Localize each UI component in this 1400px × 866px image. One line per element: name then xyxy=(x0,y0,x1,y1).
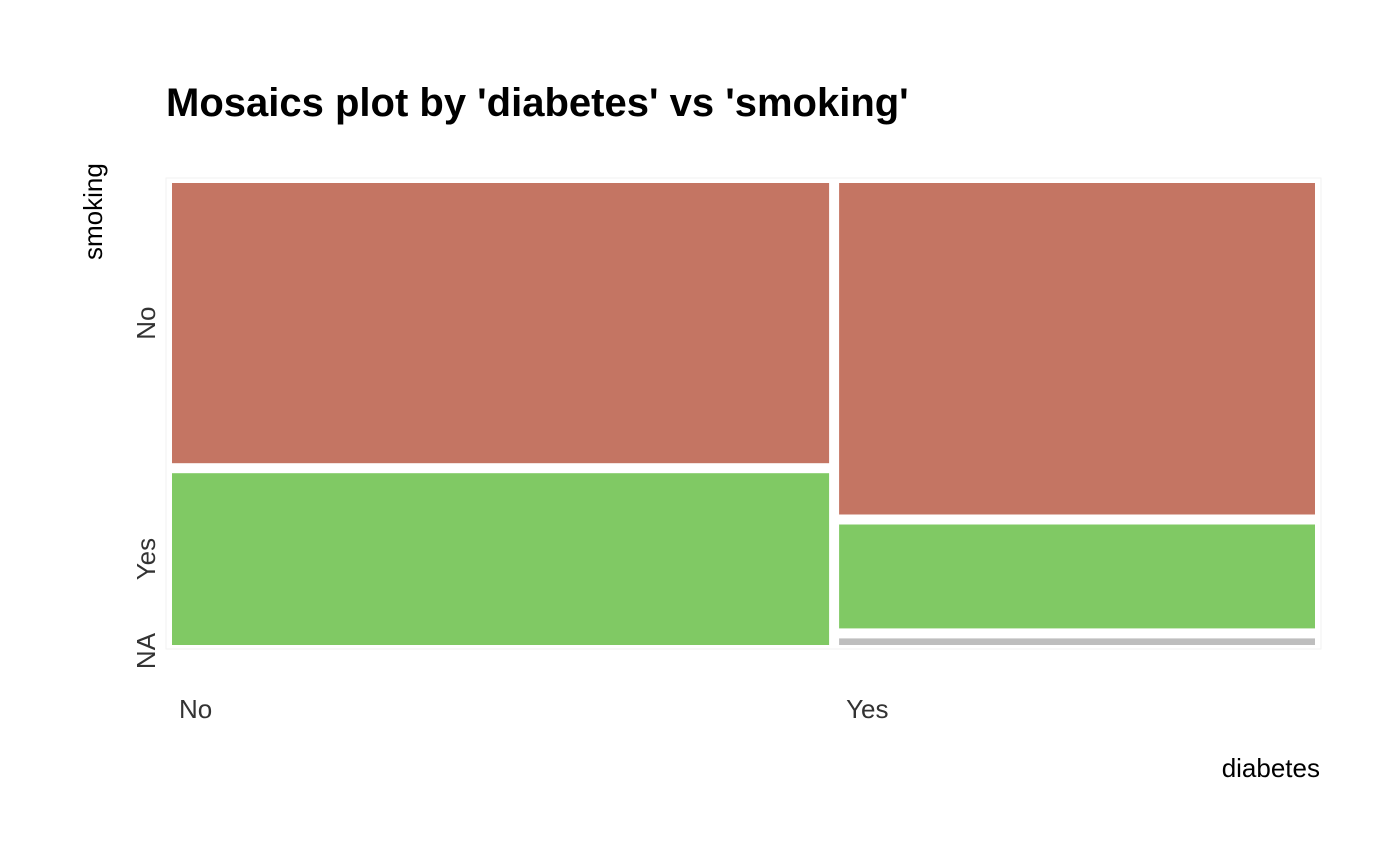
y-axis-title: smoking xyxy=(78,163,108,260)
y-tick-labels: No Yes NA xyxy=(131,306,161,669)
y-tick-label: No xyxy=(131,306,161,339)
x-tick-label: No xyxy=(179,694,212,724)
x-axis-title: diabetes xyxy=(1222,753,1320,783)
mosaic-cell-yes-yes xyxy=(839,524,1315,629)
plot-panel-border xyxy=(165,177,1322,650)
mosaic-cell-yes-no xyxy=(839,183,1315,515)
x-tick-labels: No Yes xyxy=(179,694,889,724)
mosaic-cells xyxy=(172,183,1315,645)
chart-title: Mosaics plot by 'diabetes' vs 'smoking' xyxy=(166,81,909,125)
y-tick-label: NA xyxy=(131,632,161,669)
mosaic-cell-no-no xyxy=(172,183,830,464)
x-tick-label: Yes xyxy=(846,694,888,724)
y-tick-label: Yes xyxy=(131,538,161,580)
mosaic-cell-yes-na xyxy=(839,638,1315,645)
mosaic-cell-no-yes xyxy=(172,473,830,645)
